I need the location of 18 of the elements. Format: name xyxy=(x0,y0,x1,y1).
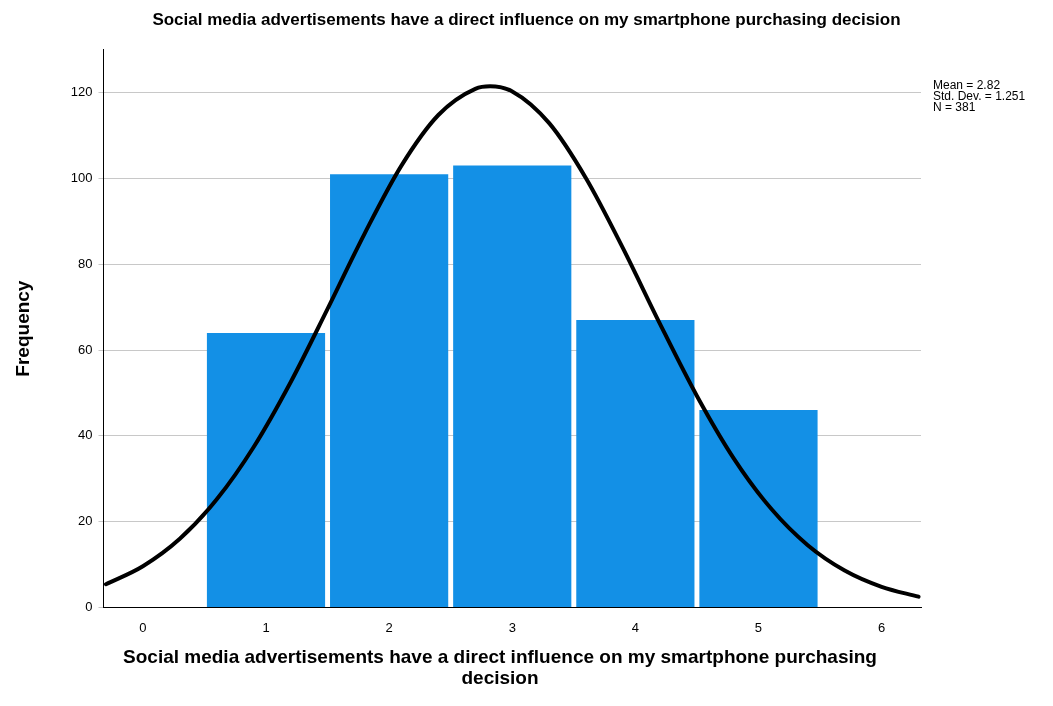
y-tick-label: 40 xyxy=(78,427,93,443)
x-tick-label: 5 xyxy=(754,619,763,635)
x-tick-label: 0 xyxy=(139,619,147,635)
x-tick-label: 2 xyxy=(385,619,393,635)
y-tick-label: 0 xyxy=(85,598,93,614)
x-tick-label: 4 xyxy=(631,619,639,635)
y-tick-label: 20 xyxy=(78,513,93,529)
y-axis-title: Frequency xyxy=(11,280,33,377)
y-tick-label: 80 xyxy=(78,255,93,271)
y-tick-label: 120 xyxy=(70,84,93,100)
x-tick-label: 6 xyxy=(877,619,886,635)
x-tick-label: 1 xyxy=(262,619,270,635)
chart-title: Social media advertisements have a direct influence on my smartphone purchasing decision xyxy=(151,9,902,31)
text: N = 381 xyxy=(933,100,976,115)
y-tick-label: 100 xyxy=(70,170,93,186)
x-tick-label: 3 xyxy=(508,619,516,635)
y-tick-label: 60 xyxy=(78,341,93,357)
x-axis-title: Social media advertisements have a direct influence on my smartphone purchasing decision xyxy=(122,646,878,688)
